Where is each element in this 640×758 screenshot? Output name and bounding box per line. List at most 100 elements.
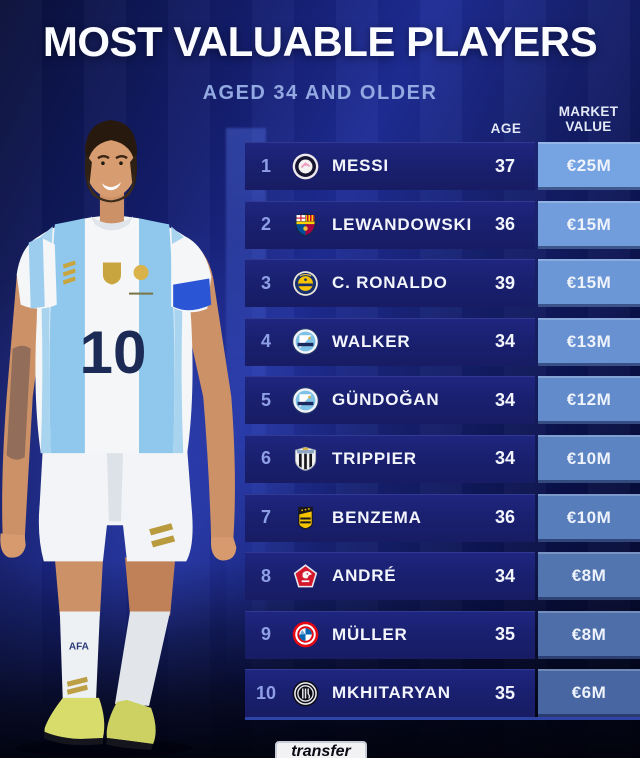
player-age: 34: [494, 389, 516, 410]
column-header-age: AGE: [490, 121, 522, 136]
table-row: 1 MESSI 37 €25M: [245, 142, 640, 190]
rank-label: 5: [260, 389, 271, 410]
player-age: 34: [494, 331, 516, 352]
players-table: 1 MESSI 37 €25M 2 LEWANDOWSKI 36 €15M: [245, 142, 640, 728]
rank-label: 10: [255, 682, 277, 703]
messi-smile: [101, 182, 121, 191]
player-age: 34: [494, 565, 516, 586]
player-age: 39: [494, 272, 516, 293]
rank-label: 4: [260, 331, 271, 352]
captain-armband: [173, 278, 212, 311]
messi-neck: [99, 192, 124, 225]
messi-right-arm: [183, 238, 235, 544]
player-name: MKHITARYAN: [332, 683, 451, 703]
messi-back-sock: [114, 611, 171, 706]
table-row: 10 MKHITARYAN 35 €6M: [245, 669, 640, 718]
rank-label: 1: [260, 155, 271, 176]
table-underline: [245, 717, 640, 720]
player-age: 36: [494, 507, 516, 528]
shorts-adidas-stripes: [149, 523, 176, 548]
column-header-market-value: MARKET VALUE: [537, 104, 640, 134]
rank-label: 6: [260, 448, 271, 469]
afa-crest: [102, 262, 121, 285]
table-row: 8 ANDRÉ 34 €8M: [245, 552, 640, 601]
table-row: 2 LEWANDOWSKI 36 €15M: [245, 200, 640, 249]
rank-label: 8: [260, 565, 271, 586]
messi-photo: AFA 10: [0, 120, 237, 757]
shorts-shading: [106, 453, 123, 522]
messi-left-boot: [44, 697, 105, 740]
inter-milan-badge: [287, 680, 323, 707]
messi-front-sock: [59, 611, 100, 702]
row-main: 3 C. RONALDO 39: [245, 259, 535, 308]
messi-face: [85, 135, 137, 198]
market-value: €10M: [538, 493, 640, 542]
row-main: 7 BENZEMA 36: [245, 493, 535, 542]
player-name: C. RONALDO: [332, 273, 448, 293]
table-row: 9 MÜLLER 35 €8M: [245, 610, 640, 659]
jersey-collar: [90, 216, 134, 231]
table-row: 4 WALKER 34 €13M: [245, 317, 640, 366]
market-value: €13M: [538, 317, 640, 366]
jersey-stripe-left: [49, 218, 85, 454]
player-name: LEWANDOWSKI: [332, 214, 473, 234]
messi-brows: [97, 154, 128, 160]
player-name: MÜLLER: [332, 624, 408, 644]
row-main: 10 MKHITARYAN 35: [245, 669, 535, 718]
al-nassr-badge: [287, 270, 323, 297]
market-value: €15M: [538, 259, 640, 308]
player-age: 35: [494, 624, 516, 645]
lille-badge: [287, 563, 323, 590]
player-age: 36: [494, 214, 516, 235]
ground-shadow: [15, 738, 193, 757]
market-header-line1: MARKET: [558, 104, 619, 119]
fc-barcelona-badge: [287, 211, 323, 238]
manchester-city-badge: [287, 328, 323, 356]
jersey-text-line: [129, 292, 154, 295]
tournament-patch: [133, 265, 149, 281]
bayern-munich-badge: [287, 621, 323, 648]
player-name: GÜNDOĞAN: [332, 390, 440, 410]
player-name: ANDRÉ: [332, 566, 397, 586]
messi-front-leg: [54, 557, 103, 616]
row-main: 1 MESSI 37: [245, 142, 535, 190]
messi-hair: [84, 120, 138, 169]
page-subtitle: AGED 34 AND OLDER: [202, 82, 438, 104]
page-title: MOST VALUABLE PLAYERS: [42, 18, 598, 65]
market-value: €8M: [538, 610, 640, 659]
jersey-number: 10: [79, 319, 146, 386]
player-age: 37: [494, 155, 516, 176]
player-name: TRIPPIER: [332, 448, 417, 468]
row-main: 4 WALKER 34: [245, 317, 535, 366]
boot-soles: [43, 731, 154, 750]
rank-label: 7: [260, 507, 271, 528]
market-value: €10M: [538, 434, 640, 483]
row-main: 5 GÜNDOĞAN 34: [245, 376, 535, 425]
messi-left-hand: [0, 533, 26, 558]
jersey-stripe-right: [139, 218, 175, 454]
left-sleeve-stripe: [28, 236, 45, 309]
messi-eye-left: [101, 161, 105, 166]
player-name: MESSI: [332, 156, 389, 175]
player-age: 35: [494, 682, 516, 703]
jersey-adidas-logo: [62, 260, 76, 285]
rank-label: 9: [260, 624, 271, 645]
market-value: €12M: [538, 376, 640, 425]
table-row: 3 C. RONALDO 39 €15M: [245, 259, 640, 308]
market-value: €8M: [538, 552, 640, 601]
transfermarkt-logo-text: transfer: [291, 743, 351, 758]
player-name: WALKER: [332, 331, 411, 351]
market-header-line2: VALUE: [565, 119, 612, 134]
table-row: 6 TRIPPIER 34 €10M: [245, 434, 640, 483]
messi-right-boot: [106, 699, 156, 744]
al-ittihad-badge: [287, 504, 323, 531]
table-row: 5 GÜNDOĞAN 34 €12M: [245, 376, 640, 425]
inter-miami-cf-badge: [287, 153, 323, 180]
row-main: 2 LEWANDOWSKI 36: [245, 200, 535, 249]
rank-label: 2: [260, 214, 271, 235]
row-main: 6 TRIPPIER 34: [245, 434, 535, 483]
messi-eye-right: [119, 161, 123, 166]
manchester-city-badge: [287, 386, 323, 414]
messi-right-hand: [210, 537, 237, 561]
